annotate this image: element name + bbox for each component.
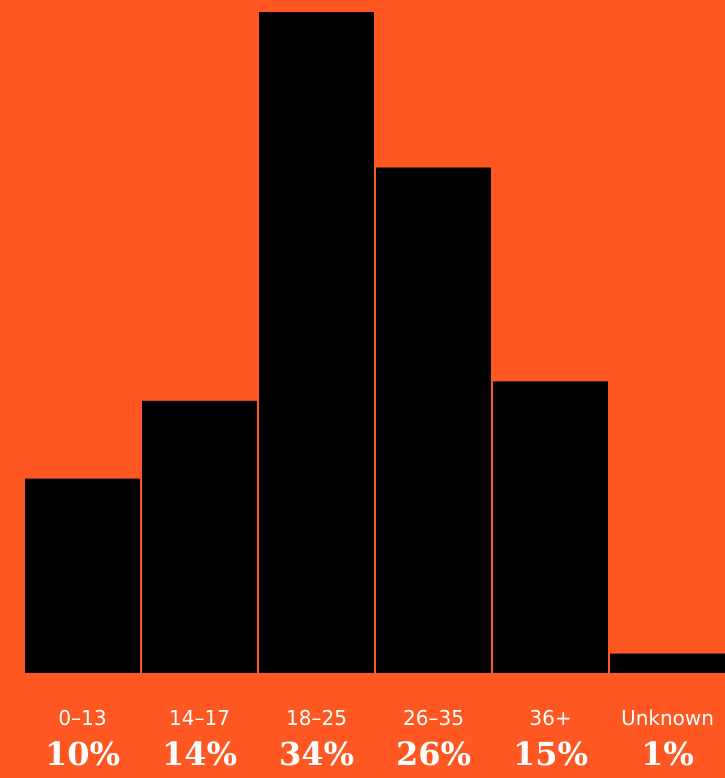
bar-26-35 bbox=[376, 167, 491, 673]
category-label-0-13: 0–13 bbox=[58, 706, 106, 730]
value-label-36: 15% bbox=[513, 735, 588, 773]
bars-group bbox=[25, 12, 725, 673]
value-label-14-17: 14% bbox=[162, 735, 237, 773]
bar-0-13 bbox=[25, 478, 140, 673]
value-label-0-13: 10% bbox=[45, 735, 120, 773]
bar-14-17 bbox=[142, 400, 257, 673]
category-label-36: 36+ bbox=[529, 706, 571, 730]
category-label-unknown: Unknown bbox=[621, 706, 714, 730]
category-labels-group: 0–13 14–17 18–25 26–35 36+ Unknown bbox=[58, 706, 714, 730]
value-label-18-25: 34% bbox=[279, 735, 354, 773]
bar-36 bbox=[493, 381, 608, 673]
value-label-26-35: 26% bbox=[396, 735, 471, 773]
category-label-26-35: 26–35 bbox=[403, 706, 464, 730]
category-label-14-17: 14–17 bbox=[169, 706, 230, 730]
value-label-unknown: 1% bbox=[641, 735, 694, 773]
category-label-18-25: 18–25 bbox=[286, 706, 347, 730]
bar-18-25 bbox=[259, 12, 374, 673]
bar-unknown bbox=[610, 653, 725, 673]
value-labels-group: 10% 14% 34% 26% 15% 1% bbox=[45, 735, 694, 773]
